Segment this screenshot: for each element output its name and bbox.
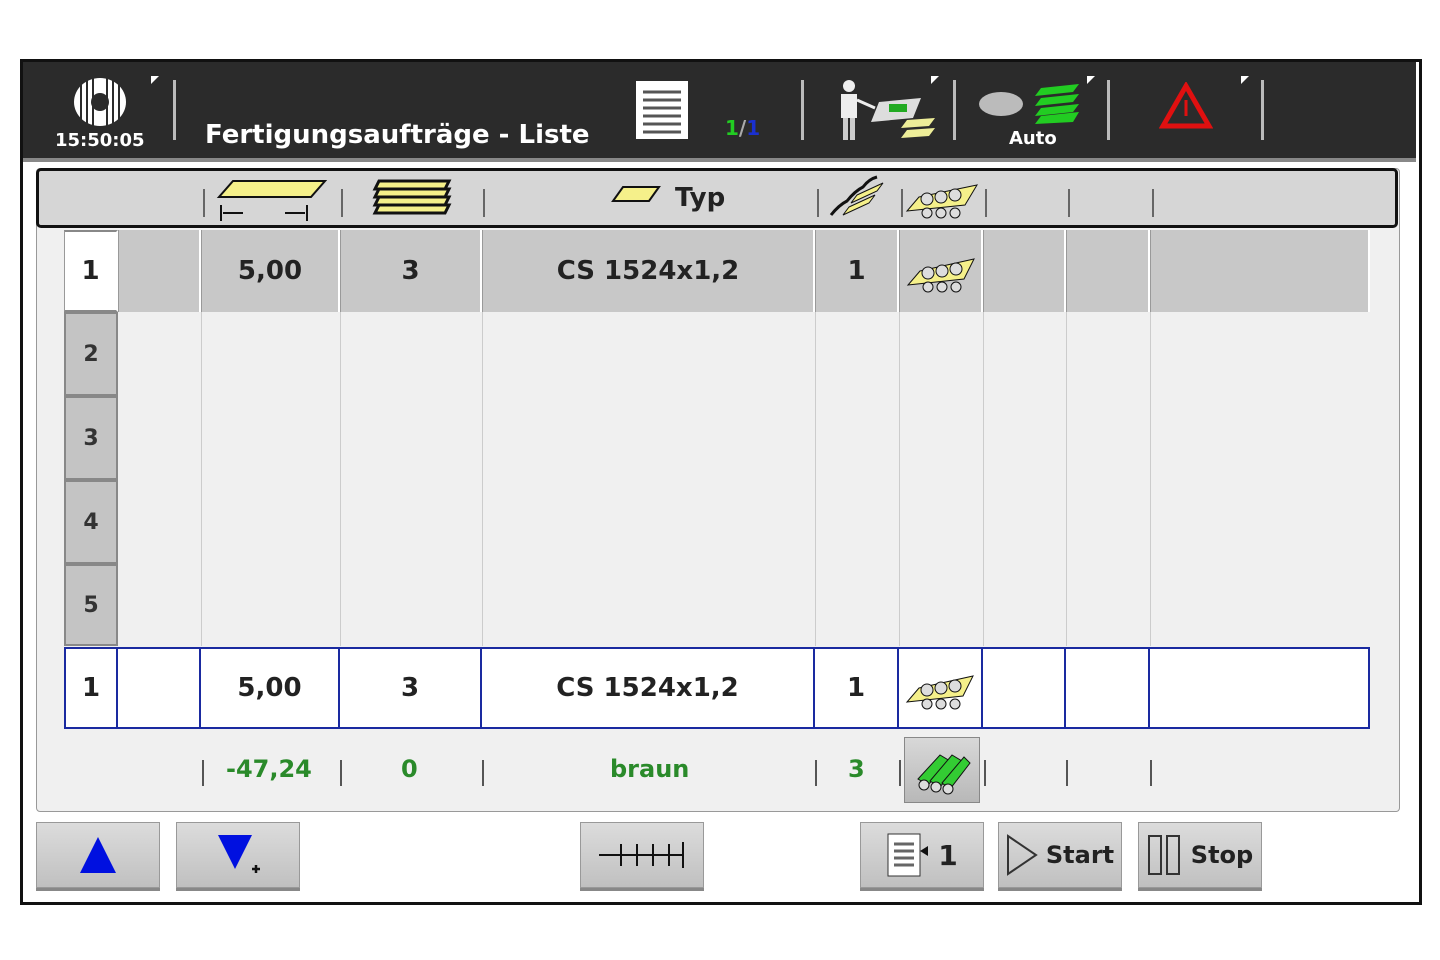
green-roller-icon xyxy=(917,754,971,795)
corner-marker xyxy=(1241,76,1249,84)
table-row-selected[interactable]: 1 5,00 3 CS 1524x1,2 1 xyxy=(64,230,1370,312)
grid-line xyxy=(1066,312,1067,646)
document-list-icon[interactable] xyxy=(635,80,689,140)
grid-line xyxy=(899,312,900,646)
corner-marker xyxy=(151,76,159,84)
scroll-up-button[interactable] xyxy=(36,822,160,888)
divider xyxy=(341,189,343,217)
stop-label: Stop xyxy=(1190,841,1254,869)
grid-line xyxy=(983,312,984,646)
divider xyxy=(1066,760,1068,786)
cell-length: 5,00 xyxy=(201,230,340,312)
stop-button[interactable]: Stop xyxy=(1138,822,1262,888)
divider xyxy=(984,760,986,786)
pause-icon xyxy=(1147,835,1180,875)
machine-logo-icon[interactable] xyxy=(71,76,129,128)
divider xyxy=(1261,80,1264,140)
cell-qty[interactable]: 1 xyxy=(815,647,899,729)
cell-roller[interactable] xyxy=(899,647,983,729)
start-button[interactable]: Start xyxy=(998,822,1122,888)
down-arrow-plus-icon xyxy=(218,835,260,873)
feeder-column-icon xyxy=(829,175,884,216)
cut-marks-icon xyxy=(599,842,684,868)
cell-count: 3 xyxy=(340,230,482,312)
divider xyxy=(801,80,804,140)
corner-marker xyxy=(1087,76,1095,84)
divider xyxy=(985,189,987,217)
alarm-warning-icon[interactable] xyxy=(1159,82,1213,130)
table-header: Typ xyxy=(36,168,1398,228)
divider xyxy=(1107,80,1110,140)
row-number[interactable]: 2 xyxy=(64,312,118,396)
grid-line xyxy=(201,312,202,646)
cell-length[interactable]: 5,00 xyxy=(201,647,340,729)
sheet-stack-icon xyxy=(372,179,452,215)
divider xyxy=(340,760,342,786)
divider xyxy=(1152,189,1154,217)
cut-marks-button[interactable] xyxy=(580,822,704,888)
grid-line xyxy=(482,312,483,646)
corner-marker xyxy=(931,76,939,84)
scroll-down-button[interactable] xyxy=(176,822,300,888)
summary-count: 0 xyxy=(401,755,418,783)
divider xyxy=(899,760,901,786)
row-number[interactable]: 3 xyxy=(64,396,118,480)
cell-empty xyxy=(118,647,201,729)
row-number[interactable]: 1 xyxy=(64,647,118,729)
table-row-active[interactable]: 1 5,00 3 CS 1524x1,2 1 xyxy=(64,647,1370,729)
roller-column-icon xyxy=(905,184,979,219)
cell-type[interactable]: CS 1524x1,2 xyxy=(482,647,815,729)
page-title: Fertigungsaufträge - Liste xyxy=(205,120,590,150)
divider xyxy=(901,189,903,217)
divider xyxy=(953,80,956,140)
length-column-icon xyxy=(216,180,327,221)
divider xyxy=(482,760,484,786)
header-bar: 15:50:05 Fertigungsaufträge - Liste 1/1 … xyxy=(23,62,1416,162)
manual-auto-icon[interactable] xyxy=(975,80,1085,124)
summary-length: -47,24 xyxy=(226,755,312,783)
summary-qty: 3 xyxy=(848,755,865,783)
page-indicator: 1/1 xyxy=(725,116,761,140)
play-icon xyxy=(1006,834,1038,876)
cell-type: CS 1524x1,2 xyxy=(482,230,815,312)
divider xyxy=(1150,760,1152,786)
divider xyxy=(1068,189,1070,217)
cell-empty xyxy=(983,230,1066,312)
summary-color: braun xyxy=(610,755,690,783)
grid-line xyxy=(340,312,341,646)
jump-label: 1 xyxy=(938,838,958,872)
roller-icon xyxy=(906,258,975,293)
divider xyxy=(202,760,204,786)
cell-empty xyxy=(1066,647,1150,729)
operator-panel-icon[interactable] xyxy=(831,78,941,142)
grid-line xyxy=(1150,312,1151,646)
cell-empty xyxy=(118,230,201,312)
sheet-type-icon xyxy=(611,186,661,202)
type-column-label: Typ xyxy=(675,183,726,213)
grid-line xyxy=(815,312,816,646)
cell-roller xyxy=(899,230,983,312)
roller-icon xyxy=(905,675,974,710)
divider xyxy=(483,189,485,217)
start-label: Start xyxy=(1045,841,1115,869)
clock: 15:50:05 xyxy=(55,130,145,151)
jump-to-first-button[interactable]: 1 xyxy=(860,822,984,888)
document-arrow-icon xyxy=(887,833,929,877)
cell-empty xyxy=(1150,230,1370,312)
divider xyxy=(173,80,176,140)
row-number[interactable]: 5 xyxy=(64,564,118,646)
row-number[interactable]: 4 xyxy=(64,480,118,564)
divider xyxy=(817,189,819,217)
cell-empty xyxy=(1066,230,1150,312)
cell-empty xyxy=(983,647,1066,729)
cell-empty xyxy=(1150,647,1370,729)
cell-qty: 1 xyxy=(815,230,899,312)
mode-label: Auto xyxy=(1009,128,1057,149)
divider xyxy=(815,760,817,786)
row-number[interactable]: 1 xyxy=(64,230,118,312)
up-arrow-icon xyxy=(80,837,116,873)
cell-count[interactable]: 3 xyxy=(340,647,482,729)
divider xyxy=(203,189,205,217)
roller-toggle-button[interactable] xyxy=(904,737,980,803)
